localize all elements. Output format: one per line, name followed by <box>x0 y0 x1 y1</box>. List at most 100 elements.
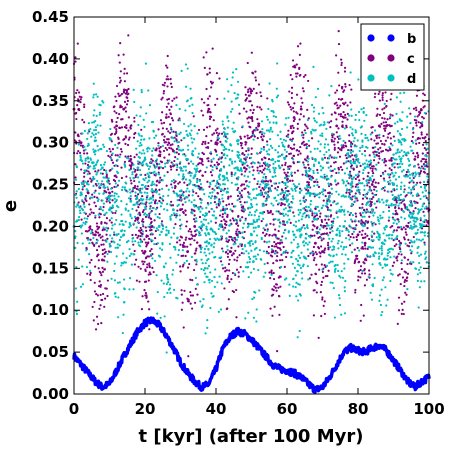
series-c-point <box>146 266 149 269</box>
series-d-point <box>230 84 233 87</box>
series-d-point <box>390 202 393 205</box>
series-c-point <box>299 42 302 45</box>
series-d-point <box>249 271 253 274</box>
series-d-point <box>313 192 316 195</box>
series-d-point <box>171 163 175 166</box>
series-d-point <box>337 293 341 297</box>
series-d-point <box>77 215 81 219</box>
series-c-point <box>377 161 380 164</box>
series-d-point <box>266 162 269 165</box>
series-d-point <box>226 126 229 129</box>
series-d-point <box>399 193 403 196</box>
series-d-point <box>81 185 84 189</box>
series-d-point <box>344 279 347 283</box>
series-d-point <box>273 171 276 174</box>
series-d-point <box>397 220 400 223</box>
series-c-point <box>245 110 248 113</box>
series-d-point <box>164 262 167 265</box>
series-c-point <box>166 159 169 162</box>
series-d-point <box>92 129 96 132</box>
series-d-point <box>296 242 299 246</box>
series-d-point <box>293 185 297 188</box>
series-d-point <box>286 214 290 217</box>
series-c-point <box>405 233 408 236</box>
series-d-point <box>384 264 387 267</box>
series-d-point <box>190 255 194 259</box>
series-c-point <box>287 129 290 132</box>
series-d-point <box>218 256 221 259</box>
series-d-point <box>185 100 189 103</box>
series-d-point <box>305 192 308 195</box>
series-c-point <box>75 117 78 121</box>
series-c-point <box>150 158 153 161</box>
series-c-point <box>161 132 164 136</box>
series-c-point <box>107 188 110 191</box>
series-d-point <box>363 215 366 218</box>
series-d-point <box>420 280 423 283</box>
series-c-point <box>178 239 181 242</box>
series-c-point <box>243 153 246 157</box>
series-d-point <box>175 132 178 135</box>
series-d-point <box>84 157 87 160</box>
series-c-point <box>416 181 419 184</box>
series-c-point <box>359 212 362 215</box>
series-d-point <box>219 225 222 228</box>
series-d-point <box>360 108 363 111</box>
series-c-point <box>259 169 262 173</box>
series-c-point <box>134 168 137 172</box>
series-d-point <box>123 186 126 189</box>
series-c-point <box>314 207 317 211</box>
series-c-point <box>258 106 261 109</box>
series-d-point <box>97 182 100 185</box>
series-c-point <box>339 104 342 107</box>
series-d-point <box>226 248 229 252</box>
series-c-point <box>177 153 180 156</box>
series-d-point <box>397 204 400 207</box>
series-d-point <box>266 143 269 146</box>
series-d-point <box>266 168 269 171</box>
series-d-point <box>413 223 416 226</box>
series-d-point <box>161 144 165 148</box>
series-d-point <box>223 145 226 149</box>
series-d-point <box>234 160 237 163</box>
series-d-point <box>136 220 140 224</box>
series-d-point <box>185 190 188 193</box>
series-d-point <box>304 131 307 135</box>
series-c-point <box>237 245 240 248</box>
series-d-point <box>153 259 157 263</box>
series-c-point <box>184 254 187 258</box>
series-c-point <box>202 128 206 131</box>
series-c-point <box>373 188 376 191</box>
series-d-point <box>312 171 315 175</box>
series-c-point <box>210 139 213 142</box>
series-d-point <box>294 285 297 289</box>
series-d-point <box>139 141 142 145</box>
series-d-point <box>128 248 131 251</box>
series-d-point <box>246 261 249 264</box>
series-d-point <box>213 285 216 288</box>
series-d-point <box>380 253 383 256</box>
series-b-point <box>207 382 211 386</box>
series-c-point <box>105 217 109 220</box>
series-d-point <box>226 179 230 182</box>
series-c-point <box>303 123 307 126</box>
series-d-point <box>166 273 169 277</box>
series-d-point <box>249 206 252 209</box>
series-d-point <box>388 146 391 149</box>
series-d-point <box>261 211 264 214</box>
series-d-point <box>117 316 120 319</box>
series-d-point <box>214 184 217 188</box>
series-d-point <box>408 203 411 207</box>
series-d-point <box>217 227 220 231</box>
series-d-point <box>218 156 222 159</box>
series-d-point <box>242 222 245 225</box>
series-c-point <box>185 236 188 239</box>
series-d-point <box>273 169 276 172</box>
series-c-point <box>249 126 252 129</box>
series-c-point <box>408 181 411 184</box>
series-d-point <box>268 186 271 189</box>
series-c-point <box>422 92 425 95</box>
series-d-point <box>322 112 325 115</box>
series-d-point <box>389 179 392 182</box>
series-d-point <box>379 303 382 307</box>
